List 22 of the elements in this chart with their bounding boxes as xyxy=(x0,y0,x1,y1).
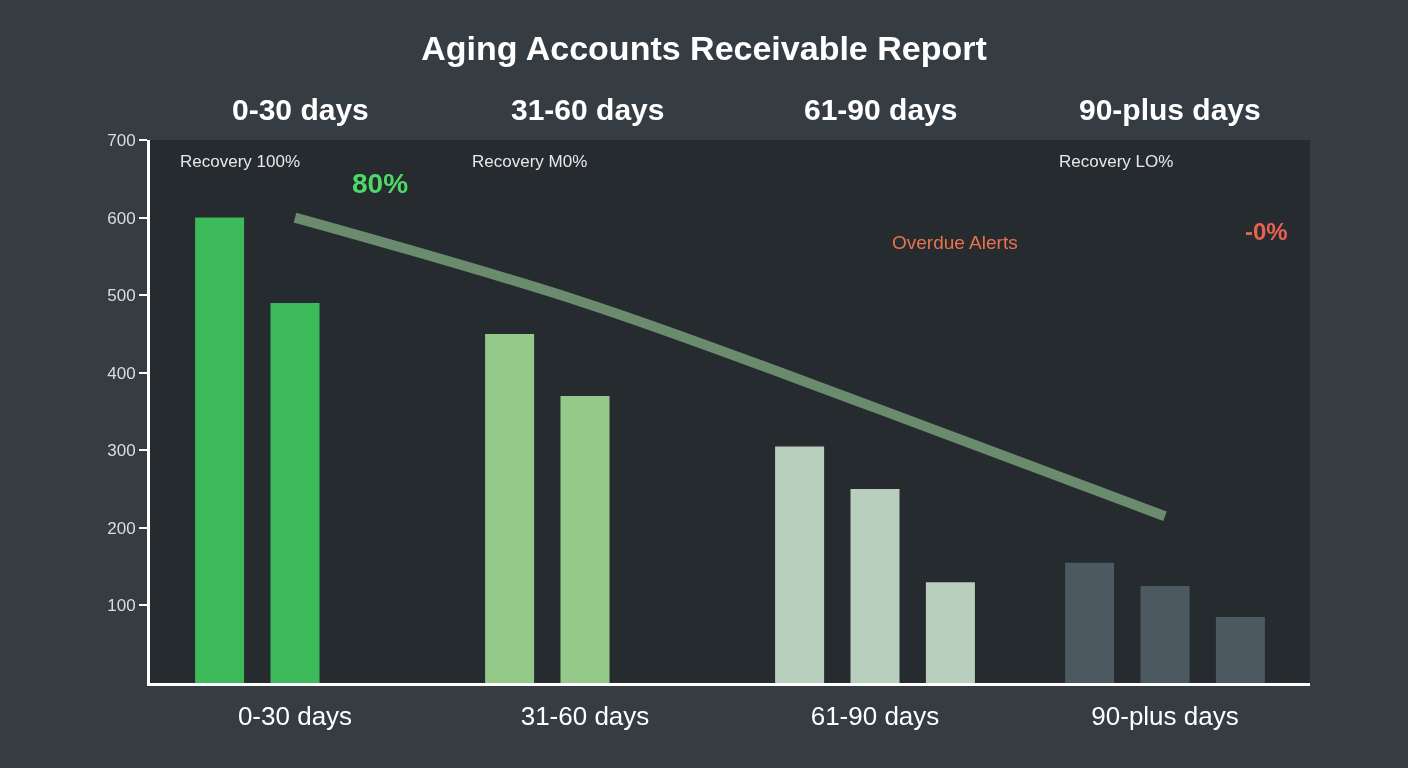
annotation: Recovery 100% xyxy=(180,152,301,171)
text: 31-60 days xyxy=(511,93,665,126)
y-tick-label: 200 xyxy=(107,518,136,538)
y-tick-label: 400 xyxy=(107,363,136,383)
x-tick-label: 90-plus days xyxy=(1091,701,1239,732)
text: 90-plus days xyxy=(1079,93,1261,126)
x-tick-label: 0-30 days xyxy=(237,701,353,732)
x-tick-label: 61-90 days xyxy=(810,701,940,732)
x-tick-label: 31-60 days xyxy=(520,701,650,732)
y-tick-label: 600 xyxy=(107,208,136,228)
text: 61-90 days xyxy=(804,93,958,126)
y-tick-label: 700 xyxy=(107,130,136,150)
annotation: Recovery LO% xyxy=(1059,152,1174,171)
text: 0-30 days xyxy=(232,93,369,126)
y-tick-label: 500 xyxy=(107,286,136,306)
annotation: 80% xyxy=(352,168,409,199)
chart-title: Aging Accounts Receivable Report xyxy=(421,28,987,67)
annotation: Overdue Alerts xyxy=(892,232,1018,253)
y-tick-label: 300 xyxy=(107,441,136,461)
annotation: Recovery M0% xyxy=(472,152,588,171)
annotation: -0% xyxy=(1245,218,1288,245)
y-tick-label: 100 xyxy=(107,596,136,616)
